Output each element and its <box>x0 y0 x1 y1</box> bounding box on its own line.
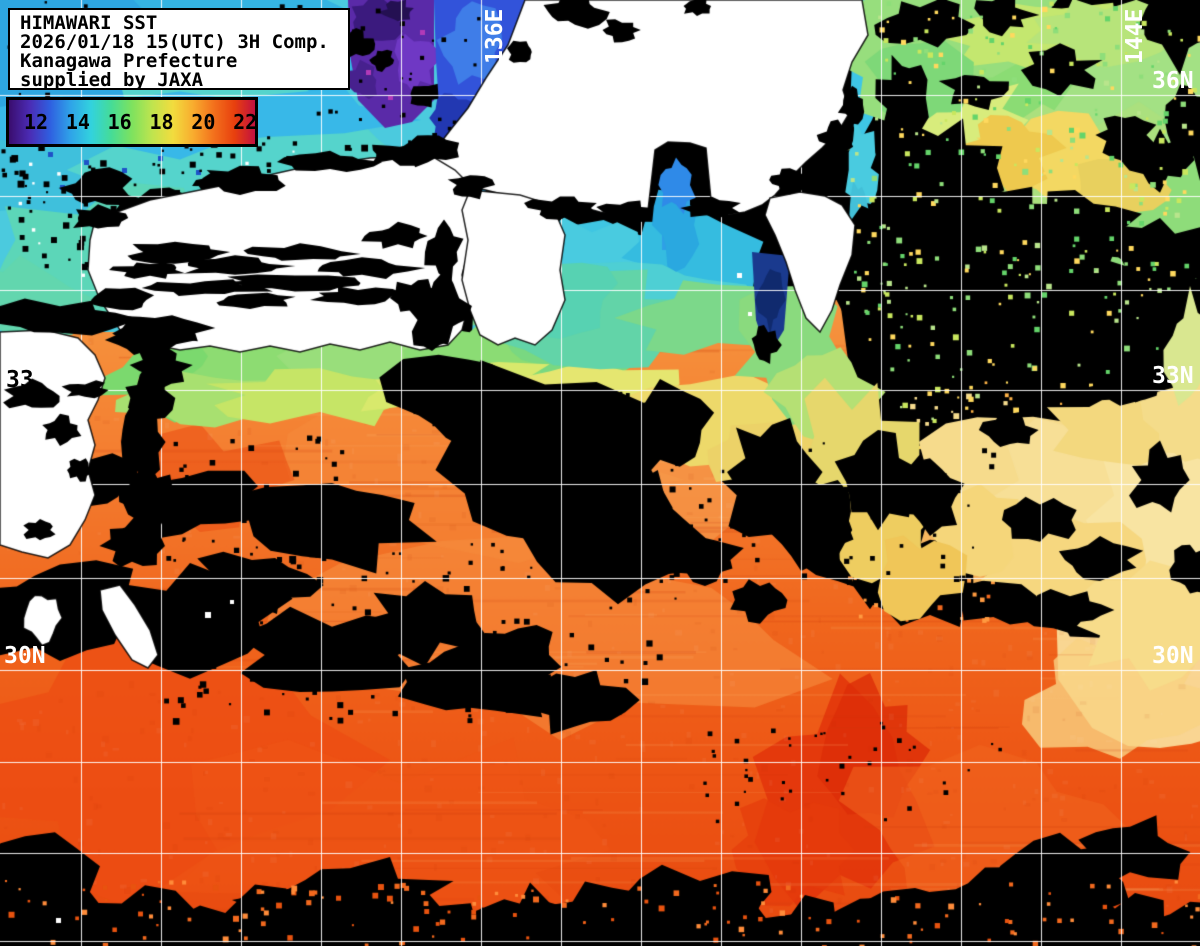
colorbar-tick-22: 22 <box>233 110 258 134</box>
lat-label-30n-left: 30N <box>4 643 46 669</box>
lat-label-30n-right: 30N <box>1152 643 1194 669</box>
region-line: Kanagawa Prefecture <box>20 50 238 72</box>
coast-label-33: 33 <box>6 367 34 393</box>
colorbar-tick-14: 14 <box>65 110 90 134</box>
colorbar-tick-18: 18 <box>149 110 174 134</box>
product-title: HIMAWARI SST <box>20 12 158 34</box>
title-panel: HIMAWARI SST 2026/01/18 15(UTC) 3H Comp.… <box>8 8 350 90</box>
lat-label-36n: 36N <box>1152 68 1194 94</box>
source-line: supplied by JAXA <box>20 69 204 91</box>
color-scale-legend: 12 14 16 18 20 22 <box>6 97 258 147</box>
colorbar-tick-20: 20 <box>191 110 216 134</box>
colorbar-tick-16: 16 <box>107 110 132 134</box>
datetime-line: 2026/01/18 15(UTC) 3H Comp. <box>20 31 329 53</box>
lat-label-33n: 33N <box>1152 363 1194 389</box>
lon-label-136e: 136E <box>482 8 508 64</box>
lon-label-144e: 144E <box>1122 8 1148 64</box>
colorbar-tick-12: 12 <box>24 110 49 134</box>
colorbar-gradient <box>9 100 255 144</box>
